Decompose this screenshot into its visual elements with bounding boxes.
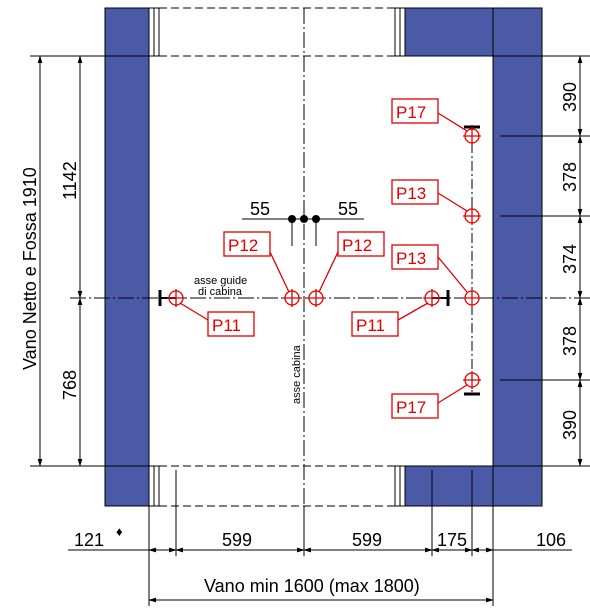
- axes: [70, 8, 590, 550]
- wall-right-bottom: [404, 465, 494, 507]
- guide-axis-label-1: asse guide: [194, 275, 247, 287]
- label-p11-left: P11: [212, 316, 241, 335]
- point-labels: P17 P13 P12 P12 P13 P11 P11 P17: [207, 98, 439, 419]
- dim-left-total: Vano Netto e Fossa 1910: [20, 167, 40, 370]
- diamond-symbol: ♦: [116, 524, 123, 539]
- marker-p13-top: [463, 207, 481, 225]
- label-p12-left: P12: [228, 236, 258, 255]
- dim-left-top: 1142: [60, 161, 80, 200]
- marker-p11-left: [167, 289, 185, 307]
- dim-bottom-106: 106: [536, 530, 566, 550]
- dim-rail-right: 55: [338, 199, 358, 219]
- wall-right: [492, 7, 543, 507]
- label-p11-right: P11: [356, 316, 385, 335]
- dim-bottom-599b: 599: [352, 530, 382, 550]
- dim-bottom-599a: 599: [222, 530, 252, 550]
- dim-bottom-121: 121: [74, 530, 104, 550]
- marker-p12-left: [283, 289, 301, 307]
- label-p13-top: P13: [396, 184, 426, 203]
- dim-left-bottom: 768: [60, 370, 80, 400]
- label-p13-mid: P13: [396, 249, 426, 268]
- dim-rail-left: 55: [250, 199, 270, 219]
- wall-right-top: [404, 7, 494, 57]
- marker-p13-mid: [463, 289, 481, 307]
- dim-right-2: 378: [560, 162, 580, 192]
- label-p17-top: P17: [396, 103, 426, 122]
- dim-bottom-175: 175: [437, 530, 467, 550]
- bottom-dimensions: [68, 470, 572, 606]
- marker-p17-top: [463, 127, 481, 145]
- rail-gap-dims: 55 55: [242, 199, 364, 246]
- right-dimensions: [493, 55, 590, 467]
- dim-right-4: 378: [560, 326, 580, 356]
- marker-p12-right: [307, 289, 325, 307]
- label-p17-bottom: P17: [396, 398, 426, 417]
- cabin-axis-label: asse cabina: [291, 344, 303, 404]
- marker-p17-bottom: [463, 371, 481, 389]
- dim-right-5: 390: [560, 410, 580, 440]
- dim-right-1: 390: [560, 82, 580, 112]
- dim-right-3: 374: [560, 244, 580, 274]
- left-dimensions: [30, 55, 149, 467]
- point-markers: [167, 127, 481, 389]
- dim-bottom-total: Vano min 1600 (max 1800): [204, 576, 420, 596]
- wall-left: [104, 7, 150, 507]
- guide-axis-label-2: di cabina: [198, 286, 243, 298]
- label-p12-right: P12: [342, 236, 372, 255]
- walls: [104, 7, 543, 507]
- marker-p11-right: [423, 289, 441, 307]
- leaders: [179, 112, 468, 404]
